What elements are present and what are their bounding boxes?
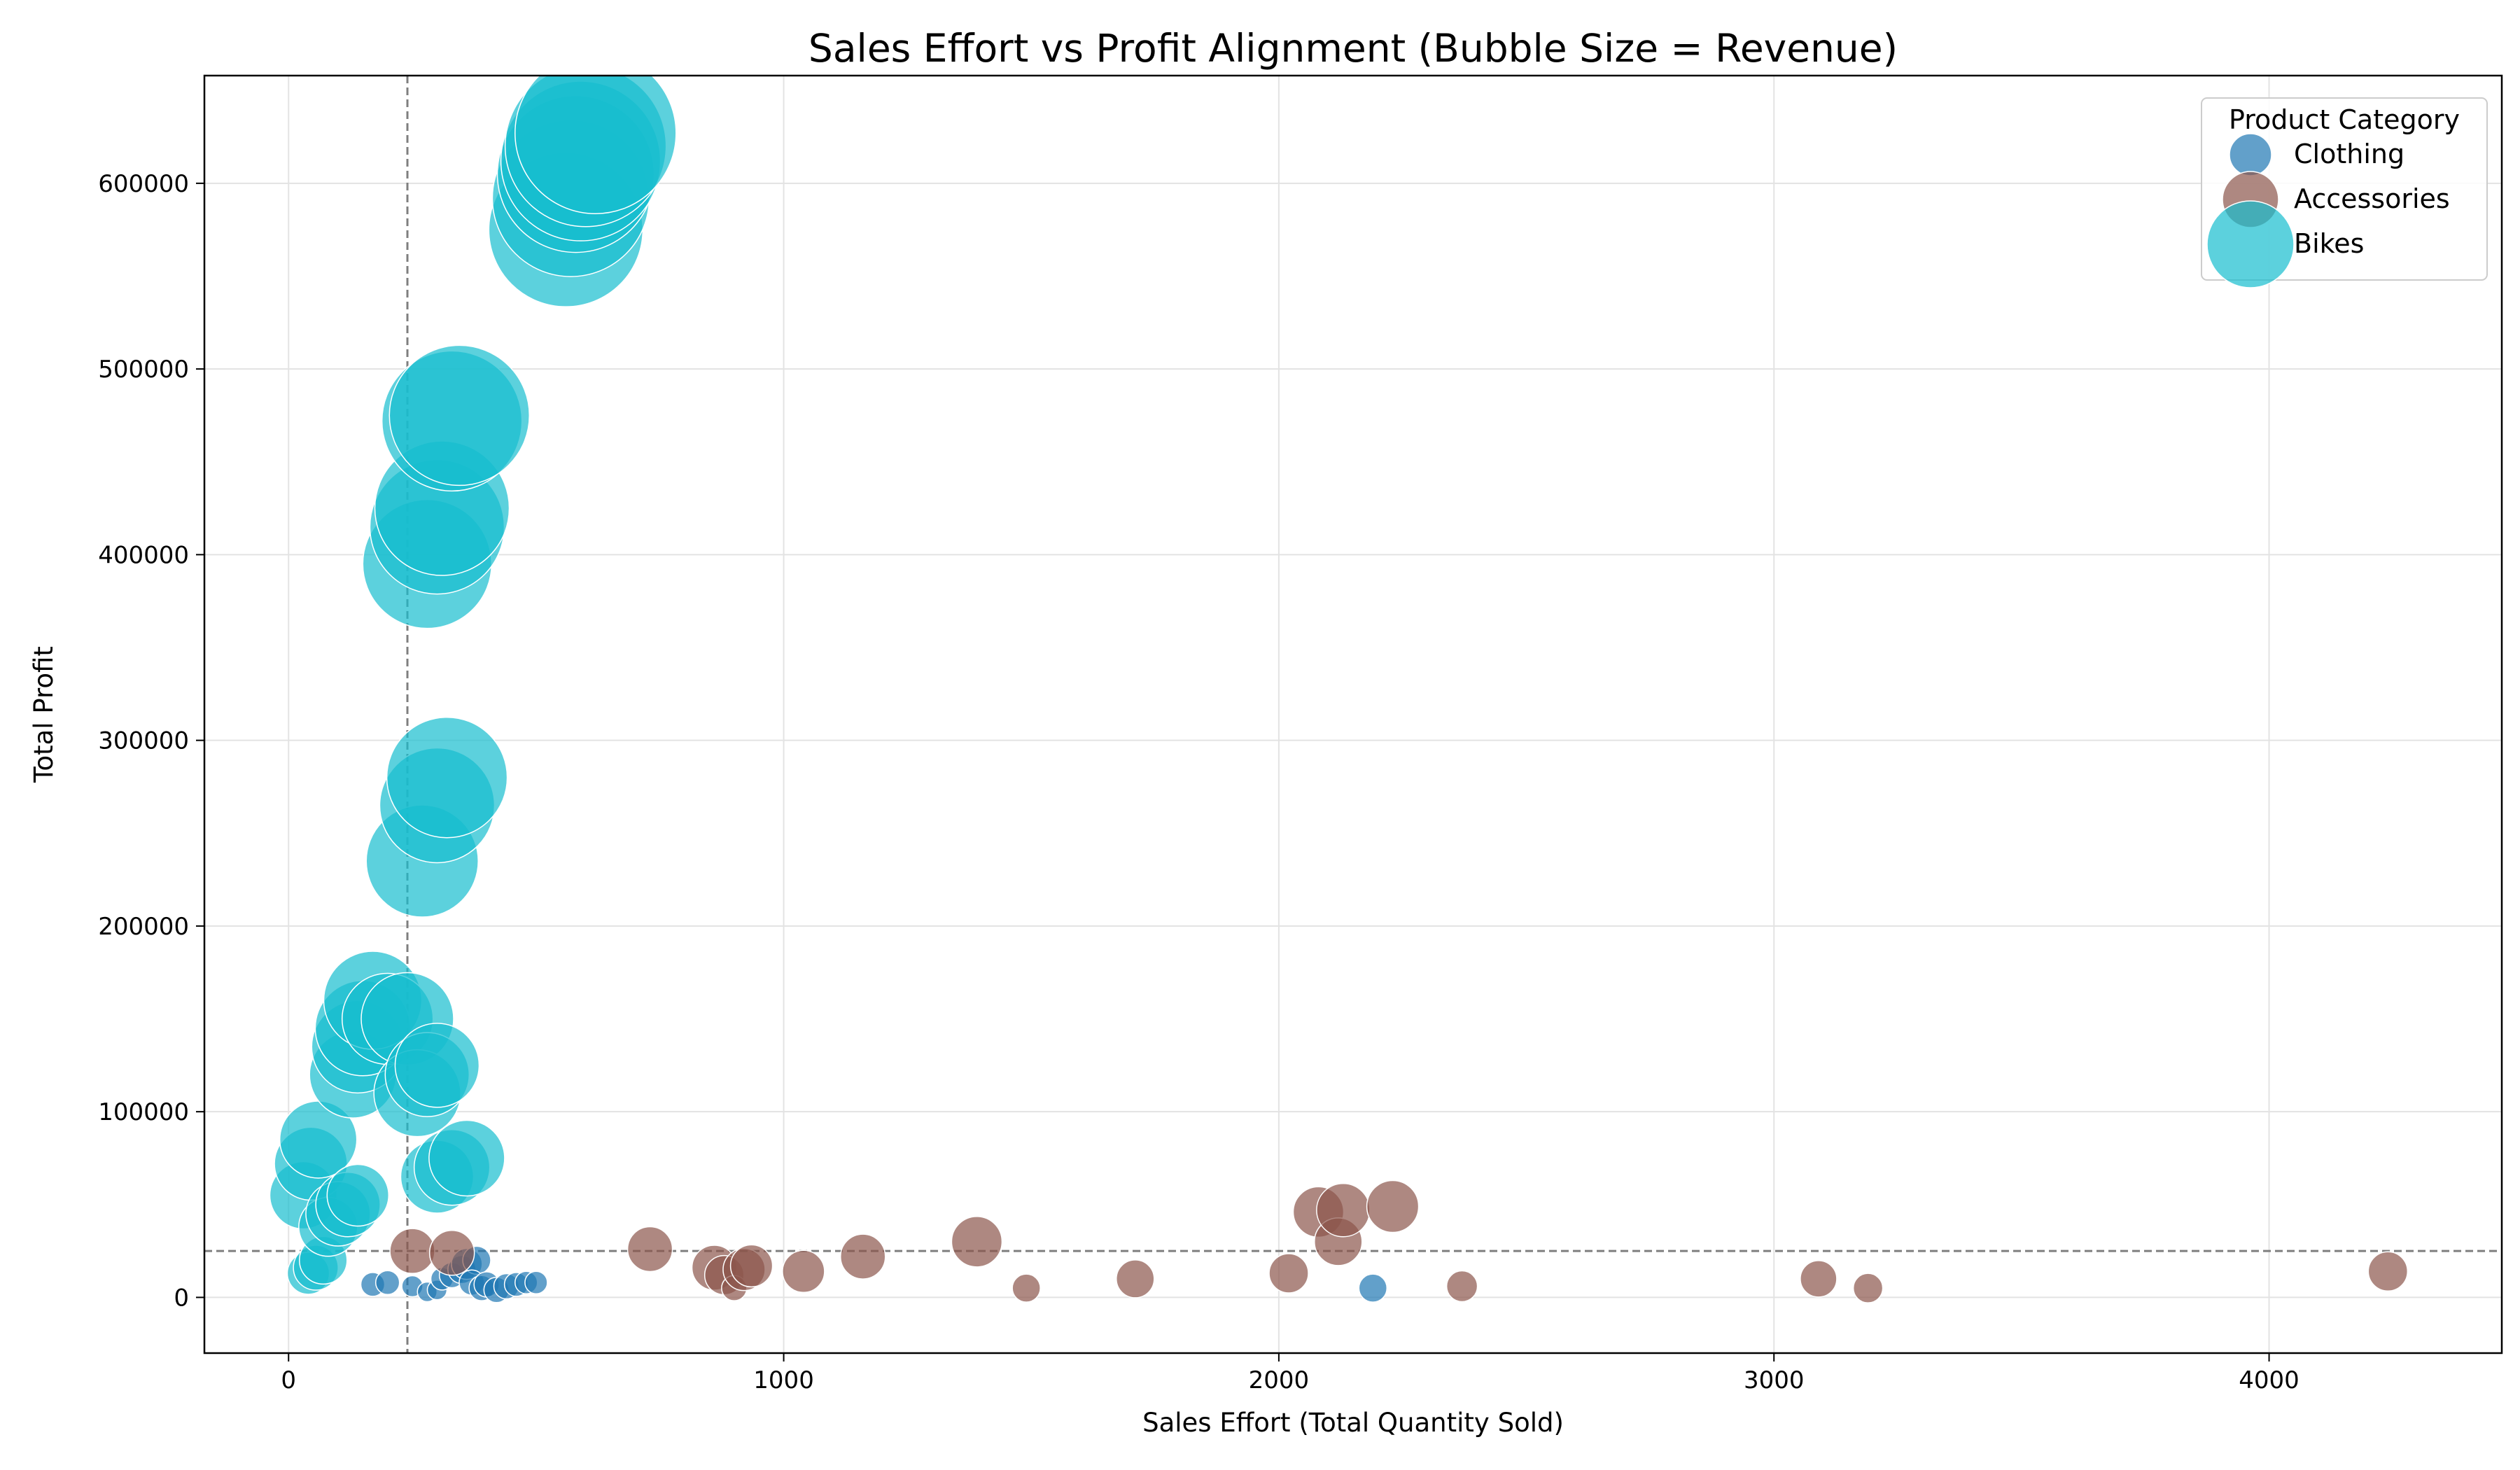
y-tick-label: 0 — [174, 1284, 189, 1312]
x-tick-label: 2000 — [1249, 1366, 1310, 1394]
accessories-bubble — [428, 1230, 475, 1276]
accessories-bubble — [1446, 1270, 1478, 1303]
accessories-bubble — [1116, 1259, 1155, 1298]
legend-item-accessories: Accessories — [2222, 171, 2450, 228]
series-accessories — [389, 1180, 2409, 1303]
legend-item-bikes: Bikes — [2206, 200, 2364, 288]
y-tick-label: 400000 — [98, 541, 189, 569]
accessories-bubble — [1852, 1273, 1884, 1303]
legend-label: Accessories — [2294, 183, 2450, 214]
bikes-bubble — [394, 1023, 480, 1108]
bikes-bubble — [386, 716, 508, 839]
accessories-bubble — [626, 1226, 673, 1273]
accessories-bubble — [729, 1244, 774, 1288]
x-tick-label: 0 — [281, 1366, 296, 1394]
accessories-bubble — [839, 1233, 886, 1280]
y-axis-ticks: 0 100000 200000 300000 400000 500000 600000 — [98, 170, 204, 1312]
clothing-bubble — [1358, 1273, 1388, 1303]
bikes-bubble — [326, 1163, 390, 1227]
x-axis-ticks: 0 1000 2000 3000 4000 — [281, 1353, 2300, 1394]
legend-label: Bikes — [2294, 228, 2364, 259]
accessories-bubble — [782, 1250, 825, 1294]
y-tick-label: 600000 — [98, 170, 189, 198]
clothing-bubble — [524, 1270, 548, 1294]
accessories-bubble — [1800, 1260, 1837, 1298]
x-tick-label: 4000 — [2239, 1366, 2300, 1394]
accessories-bubble — [1268, 1253, 1309, 1294]
bikes-bubble — [388, 344, 531, 486]
accessories-bubble — [1316, 1182, 1371, 1238]
legend-label: Clothing — [2294, 139, 2404, 169]
y-tick-label: 500000 — [98, 356, 189, 384]
plot-frame — [203, 74, 2503, 1354]
plot-area — [269, 76, 2409, 1303]
accessories-bubble — [1011, 1273, 1041, 1303]
bikes-bubble — [514, 76, 677, 214]
legend-marker — [2229, 133, 2272, 176]
legend-item-clothing: Clothing — [2229, 133, 2404, 176]
series-bikes — [269, 76, 677, 1295]
y-tick-label: 200000 — [98, 913, 189, 941]
clothing-bubble — [374, 1270, 400, 1295]
x-axis-label: Sales Effort (Total Quantity Sold) — [1142, 1408, 1564, 1438]
y-tick-label: 300000 — [98, 727, 189, 755]
accessories-bubble — [389, 1228, 435, 1274]
legend-title: Product Category — [2229, 104, 2460, 135]
legend-marker — [2206, 200, 2295, 288]
y-tick-label: 100000 — [98, 1098, 189, 1126]
y-axis-label: Total Profit — [29, 646, 59, 783]
chart-title: Sales Effort vs Profit Alignment (Bubble… — [808, 26, 1898, 71]
legend: Product Category Clothing Accessories Bikes — [2201, 97, 2488, 288]
accessories-bubble — [1366, 1180, 1420, 1233]
accessories-bubble — [2367, 1251, 2409, 1292]
x-tick-label: 3000 — [1744, 1366, 1805, 1394]
bikes-bubble — [428, 1119, 505, 1197]
accessories-bubble — [951, 1216, 1003, 1268]
x-tick-label: 1000 — [753, 1366, 814, 1394]
